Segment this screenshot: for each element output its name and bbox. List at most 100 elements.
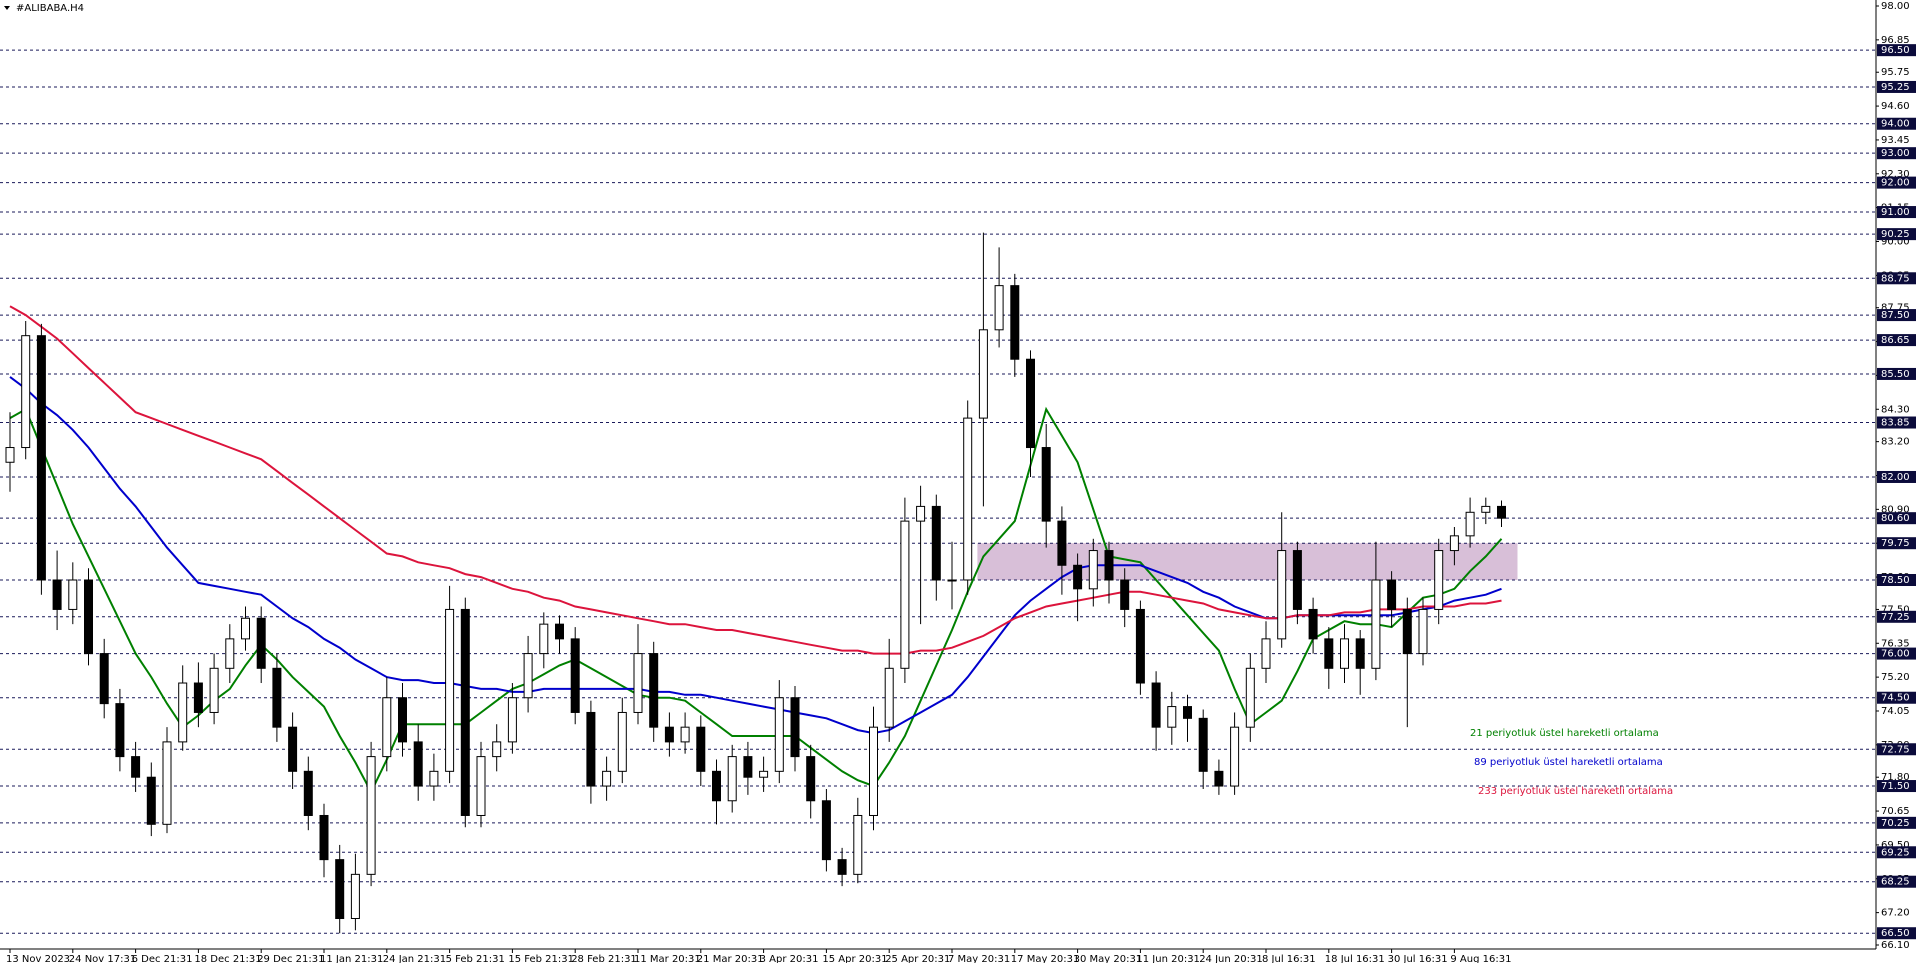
y-tick-label: 69.50 — [1881, 840, 1910, 851]
x-tick-label: 15 Feb 21:31 — [508, 954, 574, 963]
level-label-box — [1877, 80, 1916, 93]
level-label: 96.50 — [1881, 45, 1910, 56]
y-tick-label: 94.60 — [1881, 101, 1910, 112]
y-tick-label: 90.00 — [1881, 236, 1910, 247]
level-label: 95.25 — [1881, 82, 1910, 93]
candle-body — [1324, 638, 1334, 669]
candle-body — [790, 697, 800, 758]
candle-body — [837, 859, 847, 875]
y-tick-label: 67.20 — [1881, 908, 1910, 919]
y-tick-label: 96.85 — [1881, 35, 1910, 46]
candle-body — [256, 617, 266, 669]
candle-body — [84, 579, 93, 655]
candle-body — [1261, 638, 1271, 669]
candle-body — [1355, 638, 1365, 669]
x-tick-label: 18 Dec 21:31 — [194, 954, 261, 963]
level-label-box — [1877, 334, 1916, 347]
level-label: 82.00 — [1881, 472, 1910, 483]
candle-body — [209, 667, 219, 713]
candle-body — [570, 638, 580, 713]
candle-body — [162, 741, 172, 825]
candle-body — [1057, 520, 1067, 566]
candle-body — [916, 505, 926, 522]
candle-body — [523, 653, 533, 699]
candle-body — [429, 770, 439, 787]
candle-body — [241, 617, 250, 640]
level-label-box — [1877, 846, 1916, 859]
candle-body — [1308, 608, 1318, 640]
level-label: 78.50 — [1881, 575, 1910, 586]
candle-body — [1088, 550, 1098, 590]
candle-body — [1167, 706, 1177, 728]
candle-body — [743, 756, 753, 778]
candle-body — [712, 770, 721, 802]
x-tick-label: 9 Aug 16:31 — [1450, 954, 1511, 963]
candle-body — [366, 756, 376, 875]
level-label-box — [1877, 176, 1916, 189]
level-label: 66.50 — [1881, 928, 1910, 939]
level-label-box — [1877, 206, 1916, 219]
menu-arrow[interactable] — [4, 6, 10, 10]
candle-body — [398, 697, 407, 743]
candle-body — [1497, 505, 1506, 519]
candle-body — [460, 608, 470, 816]
x-tick-label: 8 Jul 16:31 — [1262, 954, 1316, 963]
level-label-box — [1877, 610, 1916, 623]
y-tick-label: 93.45 — [1881, 135, 1910, 146]
level-label: 72.75 — [1881, 744, 1910, 755]
x-tick-label: 21 Mar 20:31 — [697, 954, 764, 963]
level-label-box — [1877, 44, 1916, 57]
candle-body — [1449, 535, 1459, 552]
candle-body — [272, 667, 282, 728]
candle-body — [617, 711, 627, 772]
x-tick-label: 3 Apr 20:31 — [760, 954, 819, 963]
candle-body — [884, 667, 894, 728]
level-label-box — [1877, 470, 1916, 483]
candle-body — [1481, 505, 1491, 513]
candle-body — [5, 447, 15, 463]
level-label: 85.50 — [1881, 369, 1910, 380]
candle-body — [476, 756, 486, 816]
level-label: 94.00 — [1881, 119, 1910, 130]
candle-body — [1214, 770, 1224, 787]
level-label: 93.00 — [1881, 148, 1910, 159]
y-tick-label: 77.50 — [1881, 604, 1910, 615]
x-tick-label: 30 May 20:31 — [1074, 954, 1143, 963]
candle-body — [649, 653, 659, 728]
candle-body — [115, 703, 125, 758]
y-tick-label: 75.20 — [1881, 672, 1910, 683]
moving-average-label: 89 periyotluk üstel hareketli ortalama — [1474, 757, 1663, 768]
candle-body — [413, 741, 423, 787]
candle-body — [869, 726, 878, 816]
candle-body — [978, 329, 988, 419]
candle-body — [994, 285, 1004, 331]
x-tick-label: 30 Jul 16:31 — [1388, 954, 1448, 963]
candle-body — [1371, 579, 1381, 669]
moving-average-line — [9, 376, 1502, 735]
x-tick-label: 13 Nov 2023 — [6, 954, 70, 963]
level-label-box — [1877, 147, 1916, 160]
candle-body — [853, 814, 863, 875]
candle-body — [664, 726, 674, 743]
candles-layer — [5, 232, 1506, 934]
candle-body — [319, 814, 329, 861]
y-tick-label: 92.30 — [1881, 169, 1910, 180]
candle-body — [727, 756, 737, 802]
level-label: 80.60 — [1881, 513, 1910, 524]
x-tick-label: 24 Jun 20:31 — [1199, 954, 1263, 963]
candle-body — [680, 726, 690, 743]
y-tick-label: 87.75 — [1881, 303, 1910, 314]
level-label-box — [1877, 512, 1916, 525]
level-label-box — [1877, 927, 1916, 940]
candle-body — [225, 638, 235, 669]
candle-body — [1135, 608, 1145, 684]
level-label: 87.50 — [1881, 310, 1910, 321]
candle-body — [288, 726, 298, 772]
candle-body — [931, 505, 941, 581]
candle-body — [178, 682, 188, 743]
candle-body — [774, 697, 784, 772]
level-label-box — [1877, 647, 1916, 660]
candle-body — [821, 800, 831, 861]
chart-title: #ALIBABA.H4 — [16, 3, 84, 14]
